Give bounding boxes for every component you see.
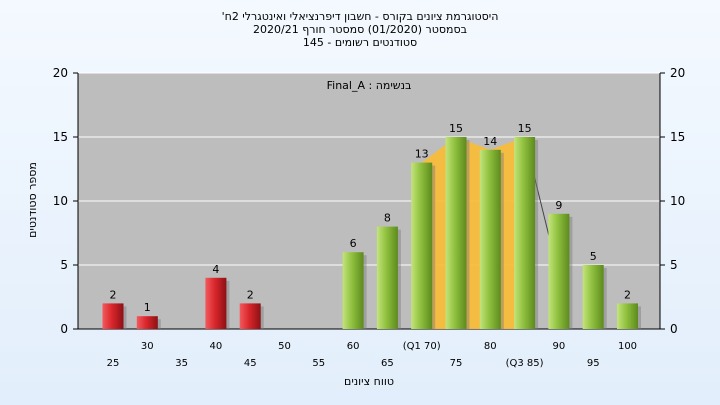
- bar-fail: [136, 316, 158, 329]
- bar-value-label: 13: [415, 148, 429, 161]
- bar-value-label: 15: [518, 122, 532, 135]
- bar-value-label: 1: [144, 301, 151, 314]
- x-tick-label-upper: 50: [278, 341, 291, 352]
- y-tick-label-left: 15: [53, 130, 68, 144]
- x-tick-label-upper: (Q1 70): [403, 341, 441, 352]
- bar-pass: [342, 252, 364, 329]
- y-tick-label-right: 20: [670, 66, 685, 80]
- bar-pass: [376, 226, 398, 329]
- legend-label: Final_A : בנשימה: [327, 79, 412, 92]
- y-tick-label-left: 0: [60, 322, 68, 336]
- bar-value-label: 15: [449, 122, 463, 135]
- bar-pass: [514, 137, 536, 329]
- chart-title-line-2: בסמסטר (01/2020) סמסטר חורף 2020/21: [253, 23, 467, 36]
- x-tick-label-lower: 65: [381, 358, 394, 369]
- x-axis-ticks: 30 40 50 60 (Q1 70) 80 90 100 25 35 45 55 65 75 (Q3 85…: [107, 341, 637, 369]
- x-tick-label-upper: 60: [347, 341, 360, 352]
- bar-value-label: 14: [483, 135, 497, 148]
- bar-pass: [445, 137, 467, 329]
- x-tick-label-lower: (Q3 85): [506, 358, 544, 369]
- y-tick-label-right: 5: [670, 258, 678, 272]
- x-tick-label-upper: 90: [553, 341, 566, 352]
- bar-value-label: 5: [590, 250, 597, 263]
- x-tick-label-upper: 40: [210, 341, 223, 352]
- x-tick-label-lower: 25: [107, 358, 120, 369]
- bar-pass: [548, 213, 570, 329]
- x-tick-label-upper: 30: [141, 341, 154, 352]
- bar-fail: [239, 303, 261, 329]
- bar-value-label: 8: [384, 212, 391, 225]
- y-tick-label-left: 10: [53, 194, 68, 208]
- y-axis-left-ticks: 0 5 10 15 20: [53, 66, 79, 336]
- y-axis-label: מספר סטודנטים: [26, 162, 39, 238]
- bar-pass: [617, 303, 638, 329]
- bar-value-label: 2: [247, 288, 254, 301]
- bar-fail: [102, 303, 124, 329]
- chart-title-line-1: 'היסטוגרמת ציונים בקורס - חשבון דיפרנציא…: [222, 10, 499, 23]
- bar-value-label: 6: [350, 237, 357, 250]
- y-tick-label-right: 0: [670, 322, 678, 336]
- bar-fail: [205, 277, 227, 329]
- chart-title-block: 'היסטוגרמת ציונים בקורס - חשבון דיפרנציא…: [222, 10, 499, 49]
- x-tick-label-lower: 35: [175, 358, 188, 369]
- y-tick-label-right: 15: [670, 130, 685, 144]
- bar-value-label: 2: [624, 288, 631, 301]
- x-tick-label-upper: 100: [618, 341, 637, 352]
- x-tick-label-lower: 95: [587, 358, 600, 369]
- y-axis-right-ticks: 0 5 10 15 20: [659, 66, 685, 336]
- bar-pass: [582, 265, 604, 329]
- y-tick-label-left: 20: [53, 66, 68, 80]
- bar-value-label: 4: [212, 263, 219, 276]
- x-axis-label: טווח ציונים: [344, 375, 394, 388]
- y-tick-label-left: 5: [60, 258, 68, 272]
- bar-pass: [479, 149, 501, 329]
- x-tick-label-lower: 55: [312, 358, 325, 369]
- bar-value-label: 2: [110, 288, 117, 301]
- x-tick-label-upper: 80: [484, 341, 497, 352]
- quartile-band-area: [421, 137, 525, 329]
- chart-title-line-3: סטודנטים רשומים - 145: [303, 36, 417, 49]
- bar-value-label: 9: [555, 199, 562, 212]
- bar-pass: [411, 162, 433, 329]
- x-tick-label-lower: 75: [450, 358, 463, 369]
- x-tick-label-lower: 45: [244, 358, 257, 369]
- y-tick-label-right: 10: [670, 194, 685, 208]
